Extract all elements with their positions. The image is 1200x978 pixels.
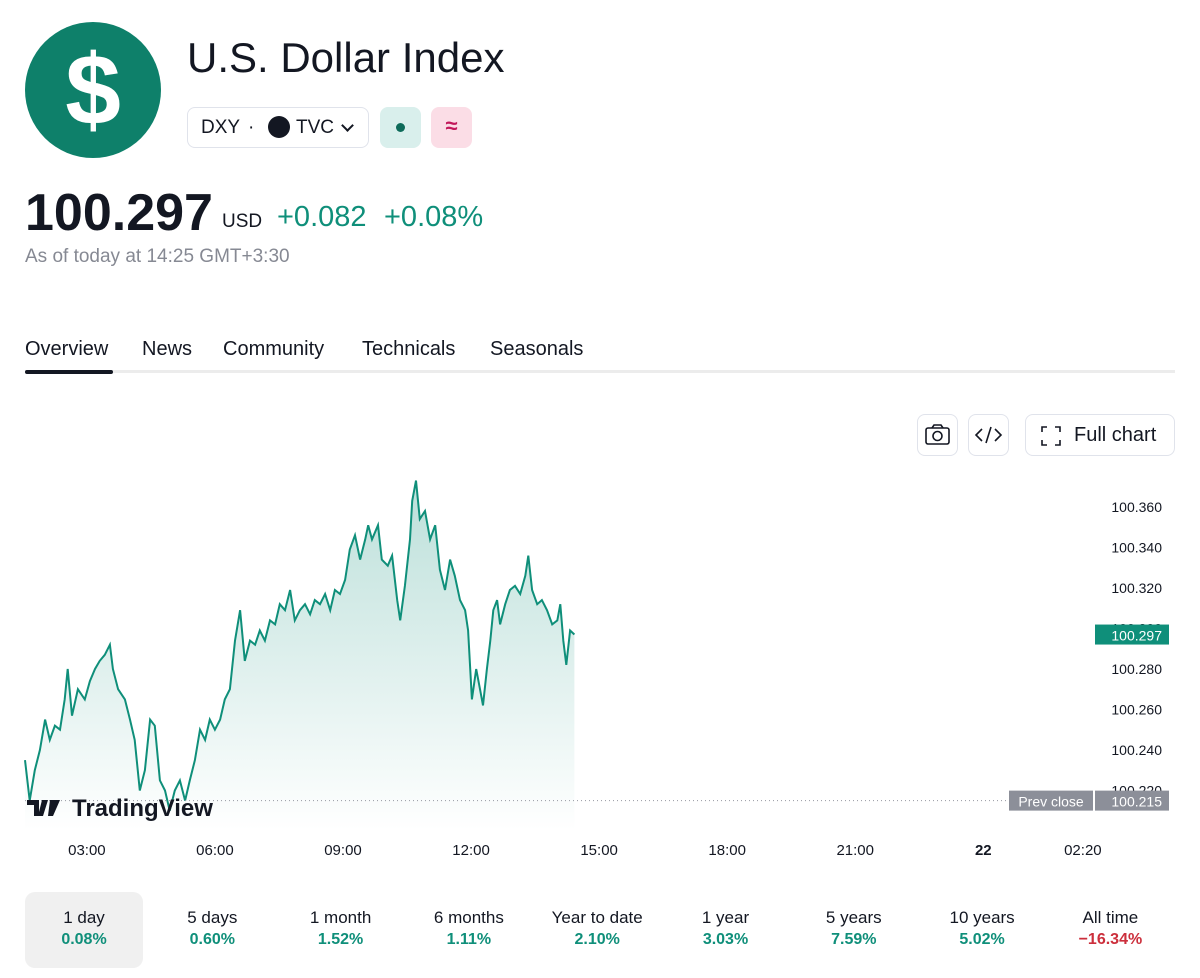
tab-underline (25, 370, 113, 374)
x-tick-label: 12:00 (452, 842, 490, 859)
y-tick-label: 100.340 (1111, 539, 1162, 555)
period[interactable]: 5 days 0.60% (153, 892, 271, 968)
period-label: All time (1082, 908, 1139, 927)
logo (25, 22, 161, 158)
x-tick-label: 15:00 (580, 842, 618, 859)
full-chart-label: Full chart (1074, 424, 1157, 446)
x-tick-label: 06:00 (196, 842, 234, 859)
period-label: 5 years (825, 908, 882, 927)
y-tick-label: 100.320 (1111, 580, 1162, 596)
as-of: As of today at 14:25 GMT+3:30 (25, 246, 290, 267)
exchange-icon (268, 116, 290, 138)
tabs-rule (25, 370, 1175, 373)
tab[interactable]: Technicals (362, 338, 456, 360)
period-change: 0.08% (61, 931, 107, 948)
period-label: 5 days (187, 908, 238, 927)
y-tick-label: 100.240 (1111, 742, 1162, 758)
x-tick-label: 21:00 (836, 842, 874, 859)
delay-badge[interactable] (431, 107, 472, 148)
prev-close-tag (1009, 790, 1093, 811)
period[interactable]: All time −16.34% (1051, 892, 1169, 968)
prev-close-label: Prev close (1018, 794, 1084, 810)
x-tick-label: 02:20 (1064, 842, 1102, 859)
period-change: 5.02% (959, 931, 1005, 948)
y-tick-label: 100.360 (1111, 499, 1162, 515)
period-label: 1 year (701, 908, 750, 927)
watermark-logo (27, 800, 60, 816)
period-change: 2.10% (574, 931, 620, 948)
area (25, 480, 575, 831)
x-tick-label: 22 (975, 842, 992, 859)
period[interactable]: 6 months 1.11% (410, 892, 528, 968)
delay-text: ≈ (445, 113, 458, 138)
period-change: 7.59% (831, 931, 877, 948)
y-tick-label: 100.260 (1111, 701, 1162, 717)
period-label: 6 months (433, 908, 504, 927)
period-change: 1.52% (317, 931, 364, 948)
period[interactable]: 1 year 3.03% (667, 892, 785, 968)
tab[interactable]: News (142, 338, 193, 360)
prev-close-value: 100.215 (1111, 794, 1162, 810)
symbol: DXY (201, 117, 241, 138)
x-tick-label: 18:00 (708, 842, 746, 859)
last-price: 100.297 (1111, 628, 1162, 644)
title: U.S. Dollar Index (187, 34, 505, 81)
price-line (24, 480, 576, 811)
chart: 100.220100.240100.260100.280100.300100.3… (24, 480, 1169, 859)
x-tick-label: 09:00 (324, 842, 362, 859)
period[interactable]: Year to date 2.10% (538, 892, 656, 968)
period-change: 0.60% (189, 931, 235, 948)
last-price-tag (1095, 624, 1169, 645)
period-change: 1.11% (446, 931, 492, 948)
snapshot-button[interactable] (917, 414, 958, 456)
period-label: 1 month (309, 908, 372, 927)
full-chart-button[interactable]: Full chart (1025, 414, 1175, 456)
y-tick-label: 100.280 (1111, 661, 1162, 677)
price: 100.297 (25, 184, 213, 242)
status-dot (396, 123, 405, 132)
separator: · (248, 117, 255, 138)
x-tick-label: 03:00 (68, 842, 106, 859)
change: +0.082 (277, 201, 367, 233)
period-label: 10 years (949, 908, 1015, 927)
tab[interactable]: Overview (25, 338, 109, 360)
period-label: 1 day (63, 908, 105, 927)
period[interactable]: 10 years 5.02% (923, 892, 1041, 968)
watermark: TradingView (72, 795, 213, 822)
period[interactable]: 1 month 1.52% (282, 892, 400, 968)
change-pct: +0.08% (384, 201, 484, 233)
symbol-pill[interactable] (187, 107, 369, 148)
code-icon (974, 426, 1003, 444)
embed-button[interactable] (968, 414, 1009, 456)
camera-icon (925, 424, 950, 445)
currency: USD (222, 211, 263, 232)
tab[interactable]: Community (223, 338, 325, 360)
period-change: −16.34% (1078, 931, 1143, 948)
period-label: Year to date (551, 908, 643, 927)
logo-text: $ (65, 34, 121, 146)
period-change: 3.03% (702, 931, 749, 948)
tab[interactable]: Seasonals (490, 338, 584, 360)
period[interactable]: 5 years 7.59% (795, 892, 913, 968)
exchange: TVC (296, 117, 334, 138)
expand-icon (1041, 426, 1061, 446)
period[interactable]: 1 day 0.08% (25, 892, 143, 968)
prev-close-value-tag (1095, 790, 1169, 811)
